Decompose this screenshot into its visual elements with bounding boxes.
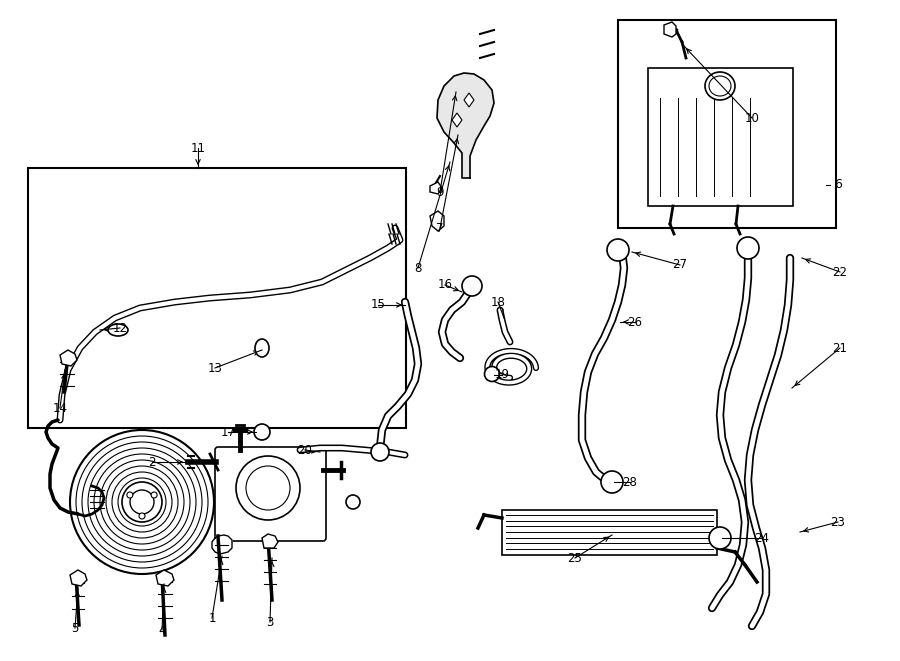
Circle shape: [607, 239, 629, 261]
Text: 25: 25: [568, 551, 582, 564]
Text: 24: 24: [754, 531, 770, 545]
Ellipse shape: [484, 366, 500, 381]
Text: 4: 4: [158, 623, 166, 637]
Polygon shape: [212, 535, 232, 554]
Text: 1: 1: [208, 611, 216, 625]
Text: 14: 14: [52, 401, 68, 414]
Text: 5: 5: [71, 621, 78, 635]
FancyBboxPatch shape: [215, 447, 326, 541]
Ellipse shape: [705, 72, 735, 100]
Polygon shape: [156, 570, 174, 586]
Polygon shape: [262, 534, 278, 548]
Circle shape: [601, 471, 623, 493]
Polygon shape: [60, 350, 77, 366]
Circle shape: [737, 237, 759, 259]
Polygon shape: [464, 93, 474, 107]
Text: 3: 3: [266, 615, 274, 629]
Text: 11: 11: [191, 141, 205, 155]
Text: 20: 20: [298, 444, 312, 457]
Text: 7: 7: [436, 221, 444, 235]
Circle shape: [462, 276, 482, 296]
Circle shape: [709, 527, 731, 549]
Circle shape: [70, 430, 214, 574]
Text: 28: 28: [623, 475, 637, 488]
Text: 27: 27: [672, 258, 688, 272]
Polygon shape: [437, 73, 494, 178]
Text: 18: 18: [491, 295, 506, 309]
Text: 12: 12: [112, 321, 128, 334]
Circle shape: [122, 482, 162, 522]
Text: 9: 9: [436, 186, 444, 198]
Ellipse shape: [346, 495, 360, 509]
Text: 16: 16: [437, 278, 453, 292]
Polygon shape: [430, 211, 444, 231]
Circle shape: [246, 466, 290, 510]
Text: 17: 17: [220, 426, 236, 438]
Circle shape: [371, 443, 389, 461]
Polygon shape: [452, 113, 462, 127]
Text: 2: 2: [148, 455, 156, 469]
Circle shape: [130, 490, 154, 514]
Ellipse shape: [709, 76, 731, 96]
Ellipse shape: [254, 424, 270, 440]
Text: 6: 6: [834, 178, 842, 192]
Text: 22: 22: [832, 266, 848, 278]
Circle shape: [236, 456, 300, 520]
Circle shape: [127, 492, 133, 498]
Polygon shape: [430, 182, 442, 194]
Circle shape: [151, 492, 158, 498]
Bar: [648, 68, 793, 206]
Text: 19: 19: [494, 368, 509, 381]
Ellipse shape: [108, 324, 128, 336]
Text: 10: 10: [744, 112, 760, 124]
Bar: [618, 20, 836, 228]
Text: 21: 21: [832, 342, 848, 354]
Text: 26: 26: [627, 315, 643, 329]
Text: 8: 8: [414, 262, 422, 274]
Bar: [28, 168, 406, 428]
Bar: [502, 510, 717, 555]
Text: 23: 23: [831, 516, 845, 529]
Text: 13: 13: [208, 362, 222, 375]
Ellipse shape: [255, 339, 269, 357]
Polygon shape: [70, 570, 87, 586]
Text: 15: 15: [371, 299, 385, 311]
Polygon shape: [664, 22, 676, 37]
Circle shape: [139, 513, 145, 519]
